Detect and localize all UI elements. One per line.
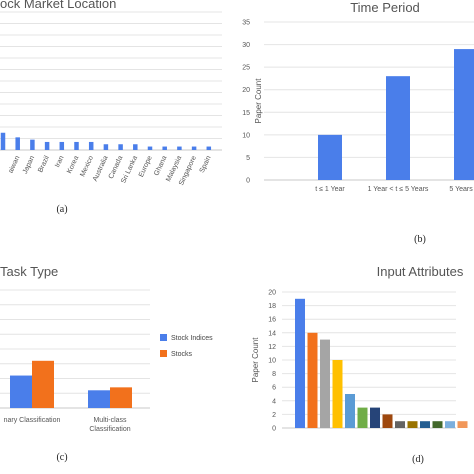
category-label: Australia xyxy=(92,155,110,183)
bar xyxy=(370,407,380,428)
bar xyxy=(457,421,468,428)
y-tick-label: 35 xyxy=(242,20,250,27)
category-label: Classification xyxy=(89,426,130,433)
y-tick-label: 0 xyxy=(246,178,250,185)
y-tick-label: 25 xyxy=(242,65,250,72)
y-tick-label: 14 xyxy=(268,330,276,337)
chart-title: Task Type xyxy=(0,264,58,279)
chart-panel-b: 0 5 10 15 20 25 30 35 Paper Count Time Period t ≤ … xyxy=(242,0,474,245)
bar xyxy=(30,139,35,150)
category-label: Japan xyxy=(22,155,36,175)
bar xyxy=(357,407,368,428)
y-tick-label: 6 xyxy=(272,385,276,392)
category-label: 5 Years < t xyxy=(449,186,474,193)
y-tick-label: 18 xyxy=(268,303,276,310)
chart-panel-c: Task Type nary Classification Multi-class C… xyxy=(0,264,213,463)
y-tick-label: 30 xyxy=(242,42,250,49)
bar xyxy=(118,144,123,150)
y-tick-label: 20 xyxy=(268,290,276,297)
bar xyxy=(432,421,443,428)
bar xyxy=(318,134,342,180)
bar xyxy=(15,137,20,150)
bar xyxy=(177,146,182,150)
bar xyxy=(332,360,343,428)
bar xyxy=(88,390,110,408)
bar xyxy=(420,421,430,428)
panel-label: (d) xyxy=(412,454,424,465)
legend-label: Stocks xyxy=(171,351,193,358)
category-label: Europe xyxy=(138,155,154,179)
y-tick-label: 16 xyxy=(268,317,276,324)
category-label: Ghana xyxy=(153,155,168,177)
category-label: Multi-class xyxy=(93,417,127,424)
bar xyxy=(407,421,418,428)
chart-title: Time Period xyxy=(350,0,420,15)
bar xyxy=(345,394,355,428)
category-label: aiwan xyxy=(7,155,21,175)
bar xyxy=(382,414,393,428)
bar xyxy=(0,132,6,150)
chart-panel-a: ock Market Location aiwan Japan Brazil Iran K… xyxy=(0,0,222,215)
category-label: nary Classification xyxy=(4,417,61,424)
bar xyxy=(191,146,197,150)
bar xyxy=(133,144,138,150)
bar xyxy=(59,141,65,150)
category-label: Korea xyxy=(66,155,80,175)
bar xyxy=(162,146,167,150)
panel-label: (c) xyxy=(56,452,67,463)
bar xyxy=(88,141,94,150)
bar xyxy=(206,146,212,150)
bar xyxy=(10,375,32,408)
y-axis-label: Paper Count xyxy=(254,78,263,124)
bar xyxy=(454,49,474,181)
category-label: Brazil xyxy=(37,154,51,173)
bar xyxy=(395,421,405,428)
y-tick-label: 2 xyxy=(272,412,276,419)
bar xyxy=(74,141,79,150)
legend-swatch xyxy=(160,334,167,341)
legend-label: Stock Indices xyxy=(171,335,213,342)
y-tick-label: 0 xyxy=(272,426,276,433)
y-tick-label: 12 xyxy=(268,344,276,351)
chart-title: Input Attributes xyxy=(377,264,464,279)
category-label: Spain xyxy=(199,155,213,174)
bar xyxy=(147,146,153,150)
y-tick-label: 5 xyxy=(246,155,250,162)
legend-swatch xyxy=(160,350,167,357)
y-axis-label: Paper Count xyxy=(251,337,260,383)
y-tick-label: 20 xyxy=(242,87,250,94)
category-label: Iran xyxy=(54,155,65,169)
y-tick-label: 4 xyxy=(272,398,276,405)
bar xyxy=(44,141,50,150)
category-label: 1 Year < t ≤ 5 Years xyxy=(368,186,429,193)
chart-panel-d: 0 2 4 6 8 10 12 14 16 18 20 Paper Count Input Attrib… xyxy=(251,264,468,465)
category-label: t ≤ 1 Year xyxy=(315,186,345,193)
chart-title: ock Market Location xyxy=(0,0,116,11)
y-tick-label: 10 xyxy=(242,132,250,139)
y-tick-label: 15 xyxy=(242,110,250,117)
panel-label: (b) xyxy=(414,234,426,245)
panel-label: (a) xyxy=(56,204,67,215)
bar xyxy=(32,360,54,408)
bar xyxy=(320,339,330,428)
bar xyxy=(445,421,455,428)
y-tick-label: 10 xyxy=(268,358,276,365)
bar xyxy=(295,298,305,428)
bar xyxy=(103,144,109,150)
bar xyxy=(110,387,132,408)
bar xyxy=(307,332,318,428)
y-tick-label: 8 xyxy=(272,371,276,378)
category-label: Mexico xyxy=(79,155,95,178)
bar xyxy=(386,76,410,180)
